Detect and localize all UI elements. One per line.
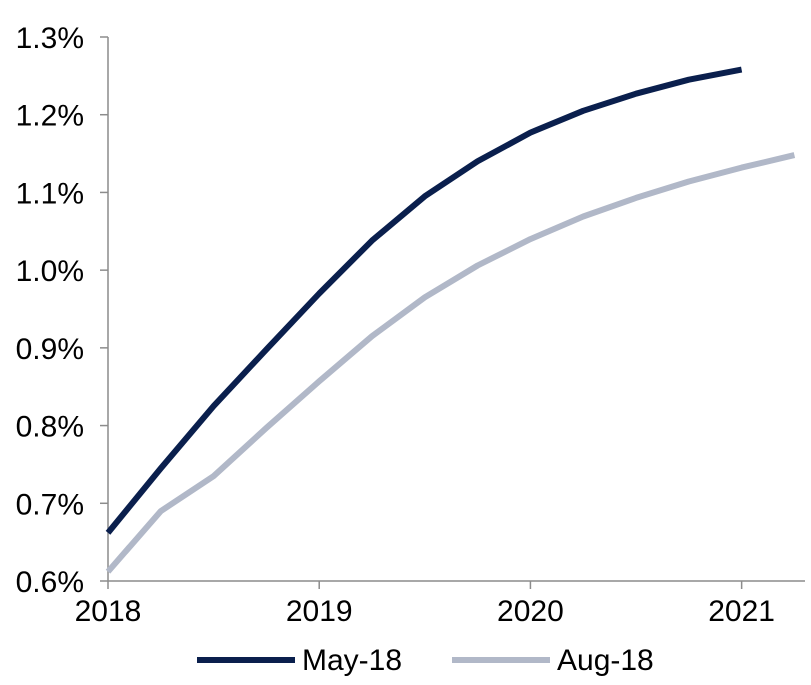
x-tick-label: 2018 [75,595,142,628]
y-tick-label: 1.1% [16,177,84,210]
y-tick-label: 0.9% [16,333,84,366]
x-tick-label: 2020 [497,595,564,628]
legend-label: May-18 [302,644,402,677]
legend-label: Aug-18 [557,644,654,677]
y-tick-label: 0.6% [16,566,84,599]
y-tick-label: 1.0% [16,255,84,288]
y-tick-label: 1.3% [16,22,84,55]
legend: May-18 Aug-18 [197,644,654,677]
series-layer [105,66,796,574]
y-tick-label: 0.7% [16,488,84,521]
x-tick-label: 2021 [708,595,775,628]
series-line-aug-18 [105,152,796,574]
series-line-may-18 [105,66,743,535]
axes: 0.6% 0.7% 0.8% 0.9% 1.0% 1.1% 1.2% 1.3% 2018 2019… [16,22,805,628]
x-tick-label: 2019 [286,595,353,628]
y-tick-label: 0.8% [16,411,84,444]
y-tick-label: 1.2% [16,100,84,133]
